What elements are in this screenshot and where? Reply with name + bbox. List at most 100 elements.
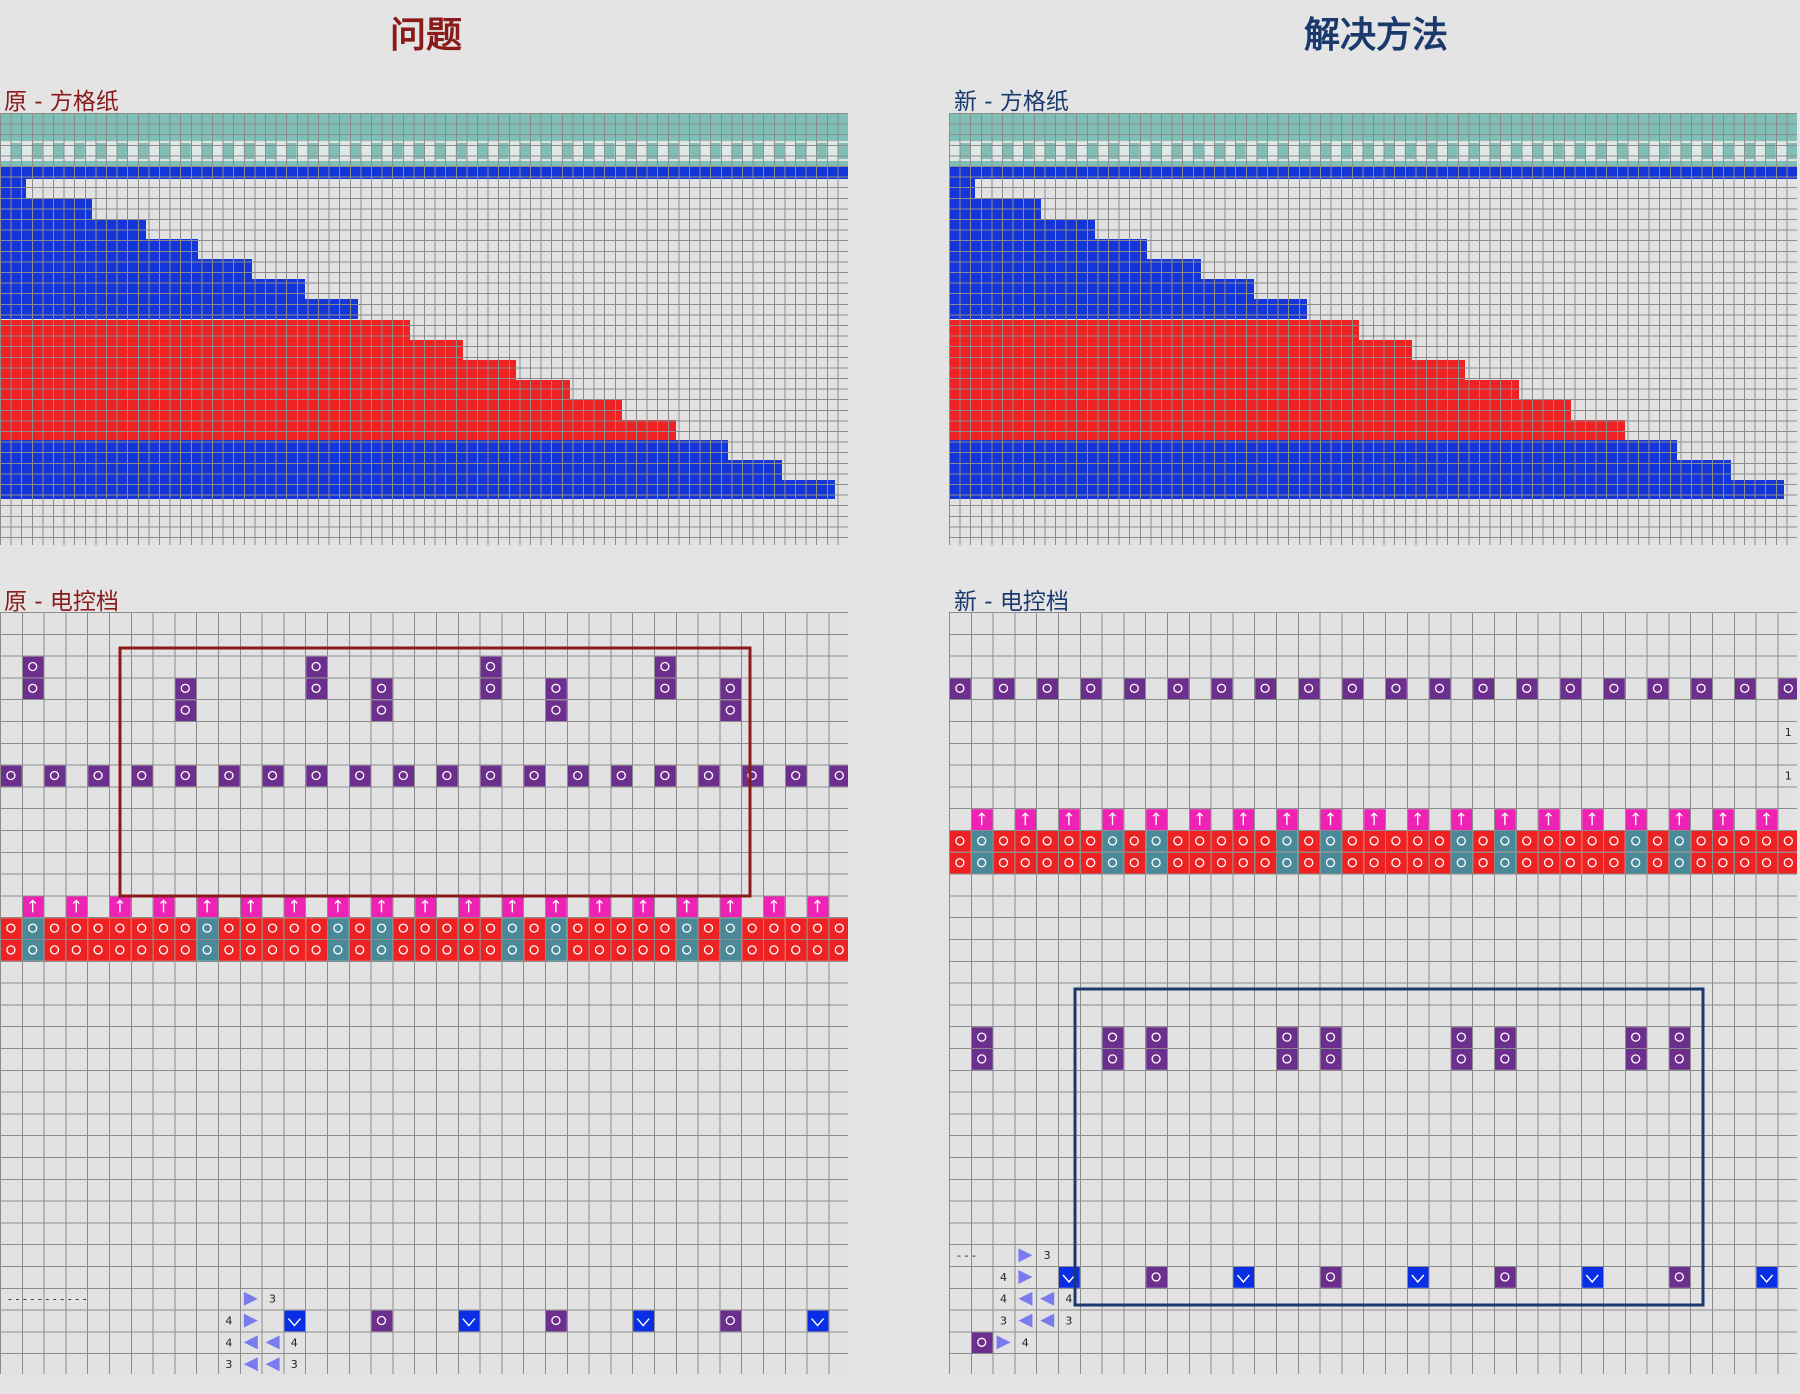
knit-loop-icon — [1277, 831, 1298, 852]
knit-loop-icon — [1495, 831, 1516, 852]
motif-cell — [1765, 143, 1776, 159]
new-grid-label: 新 - 方格纸 — [954, 89, 1069, 115]
knit-loop-icon — [1102, 1049, 1124, 1070]
loop-cell — [22, 656, 44, 678]
loop-cell — [219, 765, 240, 787]
transfer-arrow-icon — [971, 809, 993, 830]
loop-cell — [1647, 831, 1669, 852]
loop-cell — [655, 918, 676, 939]
loop-cell — [415, 940, 436, 961]
motif-cell — [349, 143, 361, 159]
loop-cell — [1037, 852, 1058, 874]
knit-loop-icon — [110, 918, 131, 939]
carriage-arrow-icon — [1018, 1270, 1033, 1284]
loop-cell — [349, 765, 371, 787]
loop-cell — [633, 940, 654, 961]
loop-cell — [22, 918, 44, 939]
loop-cell — [219, 940, 240, 961]
loop-cell — [1451, 852, 1473, 874]
motif-cell — [307, 143, 318, 159]
loop-cell — [1124, 831, 1146, 852]
knit-loop-icon — [1124, 678, 1146, 700]
motif-cell — [1669, 143, 1681, 159]
knit-loop-icon — [1102, 852, 1124, 874]
loop-cell — [950, 678, 971, 700]
new-control-grid[interactable]: 1 1 - - - 3 4 4 4 3 3 4 — [949, 612, 1797, 1374]
loop-cell — [1233, 831, 1255, 852]
new-pattern-grid[interactable] — [949, 113, 1797, 545]
knit-loop-icon — [1102, 1027, 1124, 1048]
transfer-arrow-icon — [1495, 809, 1516, 830]
knit-loop-icon — [1080, 678, 1102, 700]
motif-cell — [1532, 143, 1543, 159]
knit-loop-icon — [1625, 831, 1647, 852]
motif-cell — [1086, 143, 1098, 159]
motif-cell — [1298, 143, 1310, 159]
knit-loop-icon — [153, 918, 175, 939]
transfer-arrow-icon — [458, 896, 480, 918]
knit-loop-icon — [1146, 1027, 1167, 1048]
knit-loop-icon — [219, 765, 240, 787]
loop-cell — [197, 918, 218, 939]
motif-cell — [657, 143, 668, 159]
knit-loop-icon — [698, 918, 720, 939]
knit-loop-icon — [1429, 831, 1451, 852]
motif-cell — [949, 143, 960, 159]
loop-cell — [1320, 1027, 1342, 1048]
row-label: 3 — [1065, 1315, 1072, 1328]
knit-loop-icon — [1778, 852, 1797, 874]
knit-loop-icon — [88, 940, 109, 961]
motif-cell — [1277, 143, 1289, 159]
knit-loop-icon — [1516, 852, 1538, 874]
knit-loop-icon — [66, 918, 88, 939]
motif-cell — [784, 143, 795, 159]
loop-cell — [1364, 831, 1385, 852]
motif-cell — [1563, 143, 1575, 159]
knit-loop-icon — [1189, 831, 1211, 852]
knit-loop-icon — [1080, 852, 1102, 874]
motif-cell — [434, 143, 446, 159]
motif-cell — [265, 143, 276, 159]
transfer-arrow-icon — [633, 896, 654, 918]
transfer-arrow-icon — [22, 896, 44, 918]
motif-cell — [424, 143, 435, 159]
knit-loop-icon — [1495, 852, 1516, 874]
loop-cell — [611, 940, 633, 961]
loop-cell — [1625, 852, 1647, 874]
motif-cell — [1775, 143, 1787, 159]
knit-loop-icon — [22, 918, 44, 939]
knit-loop-icon — [1146, 1049, 1167, 1070]
motif-cell — [201, 143, 212, 159]
knit-loop-icon — [110, 940, 131, 961]
new-ctrl-label: 新 - 电控档 — [954, 589, 1069, 615]
transfer-arrow-icon — [807, 896, 829, 918]
original-pattern-grid[interactable] — [0, 113, 848, 545]
carriage-arrow-icon — [243, 1313, 258, 1328]
motif-cell — [530, 143, 541, 159]
knit-loop-icon — [1407, 831, 1429, 852]
knit-loop-icon — [284, 918, 306, 939]
motif-cell — [1712, 143, 1723, 159]
dash-row: - - - — [957, 1249, 976, 1262]
loop-cell — [698, 918, 720, 939]
loop-cell — [950, 852, 971, 874]
knit-loop-icon — [764, 940, 785, 961]
knit-loop-icon — [1691, 831, 1712, 852]
loop-cell — [1669, 1049, 1691, 1070]
motif-cell — [795, 143, 806, 159]
original-control-grid[interactable]: - - - - - - - - - - - 3 4 4 4 3 3 — [0, 612, 848, 1374]
knit-loop-icon — [1037, 831, 1058, 852]
knit-loop-icon — [1320, 831, 1342, 852]
motif-cell — [1373, 143, 1384, 159]
loop-cell — [1538, 831, 1560, 852]
loop-cell — [1015, 852, 1037, 874]
loop-cell — [1342, 831, 1364, 852]
motif-cell — [318, 143, 329, 159]
motif-cell — [710, 143, 721, 159]
loop-cell — [1080, 852, 1102, 874]
loop-cell — [480, 940, 502, 961]
row-label: 3 — [1000, 1315, 1007, 1328]
transfer-arrow-icon — [1364, 809, 1385, 830]
knit-loop-icon — [1059, 852, 1080, 874]
motif-cell — [1786, 143, 1797, 159]
